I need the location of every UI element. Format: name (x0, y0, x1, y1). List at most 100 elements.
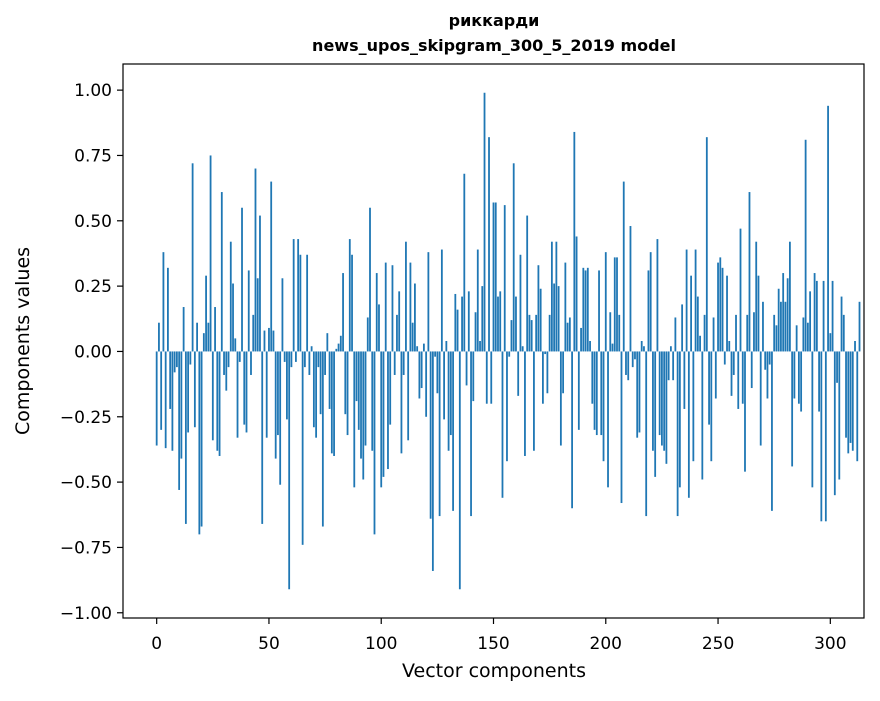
bar-231 (674, 317, 676, 351)
bar-4 (165, 351, 167, 448)
bar-140 (470, 351, 472, 516)
bar-155 (504, 205, 506, 351)
bar-274 (771, 351, 773, 510)
bar-214 (636, 351, 638, 437)
bar-179 (558, 286, 560, 351)
bar-97 (374, 351, 376, 534)
bar-88 (353, 351, 355, 487)
bar-198 (600, 351, 602, 435)
bar-240 (695, 250, 697, 352)
bar-141 (472, 351, 474, 401)
bar-52 (273, 331, 275, 352)
bar-13 (185, 351, 187, 523)
bar-249 (715, 351, 717, 398)
bar-285 (796, 325, 798, 351)
bar-11 (180, 351, 182, 458)
bar-256 (731, 351, 733, 395)
bar-41 (248, 270, 250, 351)
bar-104 (389, 351, 391, 424)
x-tick-label-0: 0 (151, 634, 162, 654)
bar-108 (398, 291, 400, 351)
bar-14 (187, 351, 189, 432)
y-tick-label-1: −0.75 (60, 538, 112, 558)
bar-72 (317, 351, 319, 367)
bar-150 (493, 203, 495, 352)
bar-175 (549, 315, 551, 352)
bar-123 (432, 351, 434, 571)
bar-5 (167, 268, 169, 352)
bar-119 (423, 344, 425, 352)
bar-228 (668, 351, 670, 380)
bar-21 (203, 333, 205, 351)
bar-288 (802, 317, 804, 351)
bar-80 (335, 349, 337, 352)
bar-187 (576, 236, 578, 351)
bar-3 (163, 252, 165, 351)
bar-132 (452, 351, 454, 510)
bar-226 (663, 351, 665, 450)
bar-287 (800, 351, 802, 411)
bar-282 (789, 242, 791, 352)
bar-1 (158, 323, 160, 352)
bar-232 (677, 351, 679, 516)
bar-290 (807, 323, 809, 352)
bar-180 (560, 351, 562, 445)
bar-171 (540, 289, 542, 352)
bar-43 (252, 315, 254, 352)
bar-189 (580, 328, 582, 352)
bar-153 (499, 291, 501, 351)
bar-128 (443, 351, 445, 419)
bar-159 (513, 163, 515, 351)
bar-201 (607, 351, 609, 487)
bar-208 (623, 182, 625, 352)
bar-161 (517, 351, 519, 395)
bar-103 (387, 351, 389, 469)
bar-193 (589, 341, 591, 351)
bar-47 (261, 351, 263, 523)
bar-215 (639, 351, 641, 432)
bar-164 (524, 351, 526, 456)
bar-111 (405, 242, 407, 352)
bar-151 (495, 203, 497, 352)
bar-166 (529, 315, 531, 352)
bar-212 (632, 351, 634, 367)
bar-12 (183, 307, 185, 351)
bar-16 (192, 163, 194, 351)
bar-200 (605, 252, 607, 351)
x-tick-label-100: 100 (365, 634, 397, 654)
bar-220 (650, 252, 652, 351)
bar-283 (791, 351, 793, 466)
bar-195 (594, 351, 596, 429)
bar-253 (724, 351, 726, 364)
bar-185 (571, 351, 573, 508)
bar-73 (320, 351, 322, 414)
bar-154 (502, 351, 504, 497)
bar-227 (666, 351, 668, 463)
bar-26 (214, 307, 216, 351)
y-tick-label-4: 0.00 (74, 342, 112, 362)
bar-271 (764, 351, 766, 369)
bar-306 (843, 315, 845, 352)
bar-117 (419, 351, 421, 398)
bar-186 (573, 132, 575, 352)
bar-29 (221, 192, 223, 351)
bar-313 (859, 302, 861, 352)
bar-25 (212, 351, 214, 440)
bar-2 (160, 351, 162, 429)
bar-244 (704, 315, 706, 352)
bar-210 (627, 351, 629, 380)
bar-147 (486, 351, 488, 403)
y-axis-label: Components values (12, 247, 34, 435)
bar-251 (719, 257, 721, 351)
bar-254 (726, 276, 728, 352)
y-tick-label-6: 0.50 (74, 212, 112, 232)
bar-269 (760, 351, 762, 445)
bar-22 (205, 276, 207, 352)
y-tick-label-2: −0.50 (60, 473, 112, 493)
bar-259 (737, 351, 739, 408)
bar-229 (670, 346, 672, 351)
bar-158 (511, 320, 513, 351)
bar-252 (722, 268, 724, 352)
bar-298 (825, 351, 827, 521)
bar-236 (686, 250, 688, 352)
